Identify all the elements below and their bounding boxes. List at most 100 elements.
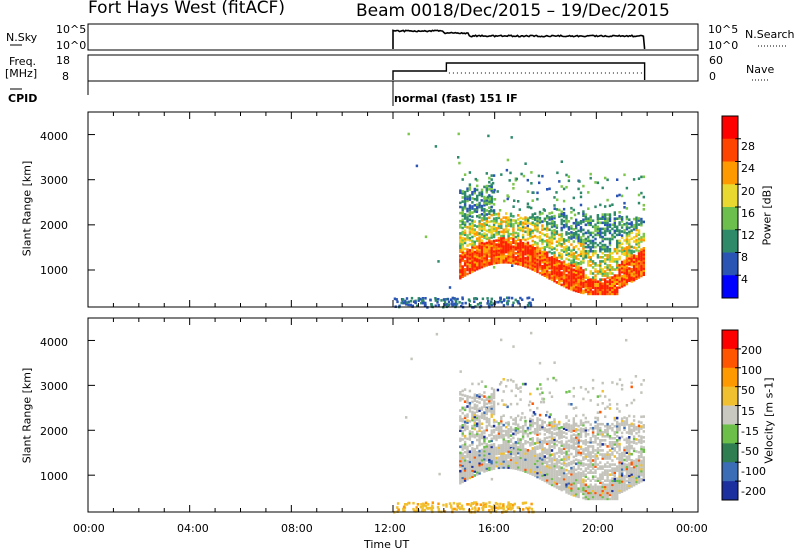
velocity-echo-cell	[560, 430, 563, 433]
power-echo-cell	[500, 230, 503, 234]
velocity-echo-cell	[584, 430, 587, 434]
nsearch-label: N.Search	[745, 28, 795, 41]
power-echo-cell	[485, 255, 488, 259]
power-echo-cell	[461, 271, 464, 274]
velocity-echo-cell	[492, 394, 496, 398]
power-echo-cell	[502, 236, 505, 240]
power-echo-cell	[642, 265, 645, 268]
velocity-echo-cell	[538, 477, 542, 480]
power-echo-cell	[640, 252, 643, 255]
power-echo-cell	[466, 268, 469, 272]
power-echo-cell	[594, 282, 597, 285]
velocity-echo-cell	[555, 484, 559, 487]
power-echo-cell	[466, 250, 469, 253]
power-echo-cell	[635, 240, 638, 244]
velocity-echo-cell	[630, 475, 633, 478]
power-echo-cell	[630, 229, 633, 232]
velocity-echo-cell	[565, 478, 568, 482]
power-echo-cell	[556, 171, 559, 175]
power-echo-cell	[546, 263, 549, 267]
power-echo-cell	[526, 249, 530, 253]
power-echo-cell	[642, 269, 645, 272]
velocity-echo-cell	[478, 467, 481, 471]
power-echo-cell	[495, 251, 498, 255]
velocity-echo-cell	[601, 435, 604, 438]
velocity-echo-cell	[572, 469, 575, 473]
velocity-echo-cell	[620, 480, 624, 483]
velocity-echo-cell	[500, 452, 503, 455]
power-echo-cell	[587, 237, 590, 241]
velocity-echo-cell	[459, 409, 462, 412]
power-echo-cell	[459, 258, 462, 262]
velocity-echo-cell	[601, 430, 604, 434]
velocity-colorbar-swatch	[722, 424, 738, 444]
power-echo-cell	[473, 191, 476, 195]
power-echo-cell	[466, 254, 469, 258]
velocity-echo-cell	[536, 469, 539, 473]
velocity-echo-cell	[582, 496, 585, 500]
power-echo-cell	[480, 225, 484, 228]
power-echo-cell	[630, 274, 633, 277]
velocity-echo-cell	[507, 421, 510, 424]
velocity-echo-cell	[604, 463, 607, 466]
velocity-echo-cell	[471, 424, 474, 428]
power-echo-cell	[567, 240, 571, 243]
velocity-echo-cell	[483, 447, 486, 451]
power-echo-cell	[632, 276, 636, 280]
power-echo-cell	[591, 280, 595, 283]
power-echo-cell	[532, 191, 535, 194]
velocity-echo-cell	[575, 438, 578, 441]
power-echo-cell	[485, 237, 488, 241]
power-echo-cell	[517, 214, 520, 217]
power-echo-cell	[497, 245, 501, 248]
velocity-echo-cell	[412, 507, 415, 511]
velocity-echo-cell	[459, 399, 462, 402]
velocity-echo-cell	[620, 463, 624, 467]
velocity-echo-cell	[543, 473, 546, 477]
velocity-echo-cell	[505, 448, 508, 451]
velocity-echo-cell	[485, 465, 488, 468]
velocity-echo-cell	[480, 394, 484, 397]
velocity-echo-cell	[632, 473, 636, 477]
velocity-echo-cell	[507, 448, 510, 451]
velocity-echo-cell	[579, 419, 583, 422]
power-echo-cell	[579, 252, 583, 256]
power-echo-cell	[463, 231, 467, 234]
velocity-echo-cell	[531, 469, 534, 472]
power-echo-cell	[565, 269, 568, 273]
power-echo-cell	[495, 261, 498, 265]
velocity-echo-cell	[606, 426, 609, 430]
power-echo-cell	[608, 290, 612, 294]
velocity-echo-cell	[628, 414, 631, 418]
power-echo-cell	[565, 239, 568, 242]
velocity-echo-cell	[608, 398, 611, 402]
velocity-echo-cell	[555, 466, 559, 469]
velocity-echo-cell	[635, 470, 638, 473]
velocity-echo-cell	[512, 345, 515, 348]
velocity-echo-cell	[463, 473, 467, 476]
velocity-echo-cell	[599, 461, 602, 464]
velocity-echo-cell	[589, 461, 592, 464]
velocity-echo-cell	[512, 462, 515, 466]
velocity-echo-cell	[541, 425, 544, 429]
velocity-echo-cell	[492, 396, 496, 400]
power-echo-cell	[468, 239, 472, 242]
power-echo-cell	[519, 239, 522, 242]
velocity-echo-cell	[637, 467, 641, 470]
power-echo-cell	[483, 218, 486, 221]
power-echo-cell	[613, 276, 616, 279]
velocity-echo-cell	[596, 463, 600, 466]
velocity-echo-cell	[521, 463, 525, 466]
velocity-echo-cell	[533, 468, 537, 471]
velocity-echo-cell	[613, 471, 616, 474]
velocity-echo-cell	[509, 416, 513, 419]
power-echo-cell	[490, 242, 493, 245]
velocity-echo-cell	[480, 450, 484, 454]
power-echo-cell	[620, 236, 624, 239]
velocity-echo-cell	[509, 462, 513, 466]
velocity-echo-cell	[558, 455, 561, 458]
velocity-echo-cell	[572, 395, 575, 398]
velocity-echo-cell	[510, 447, 513, 451]
power-echo-cell	[577, 270, 580, 273]
power-echo-cell	[480, 245, 484, 249]
